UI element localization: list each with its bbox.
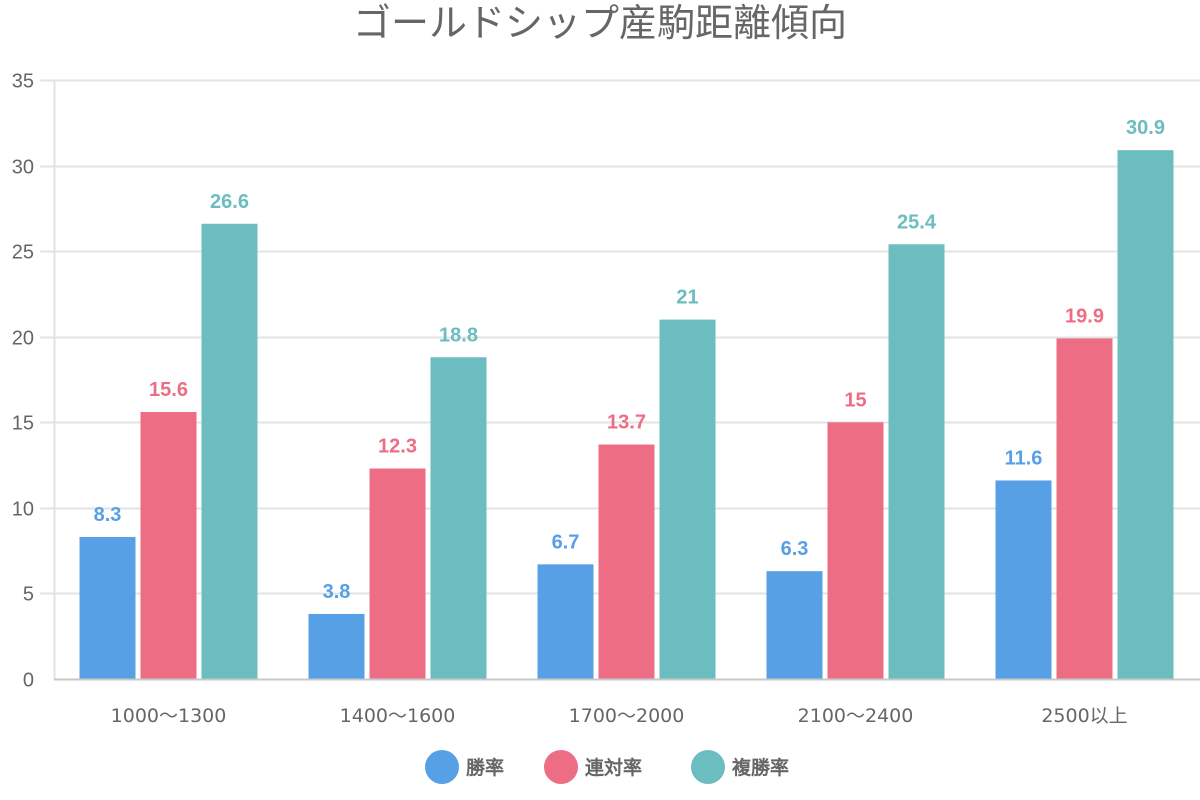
data-label: 3.8 <box>323 581 351 603</box>
y-tick-label: 0 <box>23 670 34 692</box>
bar <box>430 357 487 679</box>
bar <box>79 536 136 679</box>
y-tick-label: 20 <box>12 328 34 350</box>
data-label: 6.7 <box>552 531 580 553</box>
x-tick-label: 2100〜2400 <box>798 705 914 727</box>
data-label: 12.3 <box>378 435 417 457</box>
y-axis-ticks: 0 5 10 15 20 25 30 35 <box>12 71 34 692</box>
bar <box>201 223 258 679</box>
chart-title: ゴールドシップ産駒距離傾向 <box>353 1 847 45</box>
data-label: 21 <box>676 287 698 309</box>
legend-item[interactable]: 複勝率 <box>691 750 789 784</box>
bar <box>827 422 884 679</box>
x-tick-label: 1700〜2000 <box>569 705 685 727</box>
legend: 勝率 連対率 複勝率 <box>425 750 789 784</box>
x-tick-label: 1400〜1600 <box>340 705 456 727</box>
data-label: 6.3 <box>781 538 809 560</box>
data-label: 8.3 <box>94 504 122 526</box>
data-label: 30.9 <box>1126 117 1165 139</box>
y-tick-label: 35 <box>12 71 34 93</box>
y-tick-label: 5 <box>23 584 34 606</box>
bar <box>1056 338 1113 679</box>
y-tick-label: 10 <box>12 499 34 521</box>
data-labels: 8.3 15.6 26.6 3.8 12.3 18.8 6.7 13.7 21 6.3 15 25.4… <box>94 117 1165 603</box>
y-tick-label: 30 <box>12 157 34 179</box>
bar <box>598 444 655 679</box>
bar <box>995 480 1052 679</box>
legend-swatch <box>691 750 725 784</box>
legend-item[interactable]: 勝率 <box>425 750 504 784</box>
bar <box>308 613 365 679</box>
bar <box>659 319 716 679</box>
bar <box>369 468 426 679</box>
bar <box>888 244 945 679</box>
bar <box>766 571 823 679</box>
data-label: 18.8 <box>439 324 478 346</box>
x-tick-label: 1000〜1300 <box>111 705 227 727</box>
x-axis-ticks: 1000〜1300 1400〜1600 1700〜2000 2100〜2400 2500… <box>54 678 1200 727</box>
bars <box>79 150 1174 679</box>
bar <box>1117 150 1174 679</box>
data-label: 11.6 <box>1005 447 1043 469</box>
data-label: 13.7 <box>607 412 646 434</box>
x-tick-label: 2500以上 <box>1041 705 1127 727</box>
y-tick-label: 25 <box>12 242 34 264</box>
legend-label: 勝率 <box>466 756 504 779</box>
legend-label: 連対率 <box>585 756 642 779</box>
bar <box>537 564 594 679</box>
legend-swatch <box>425 750 459 784</box>
y-tick-label: 15 <box>12 413 34 435</box>
data-label: 26.6 <box>210 191 249 213</box>
data-label: 25.4 <box>897 211 937 233</box>
legend-swatch <box>544 750 578 784</box>
bar <box>140 412 197 679</box>
data-label: 15.6 <box>149 379 188 401</box>
data-label: 15 <box>844 389 866 411</box>
data-label: 19.9 <box>1065 305 1104 327</box>
legend-item[interactable]: 連対率 <box>544 750 642 784</box>
legend-label: 複勝率 <box>731 756 789 779</box>
